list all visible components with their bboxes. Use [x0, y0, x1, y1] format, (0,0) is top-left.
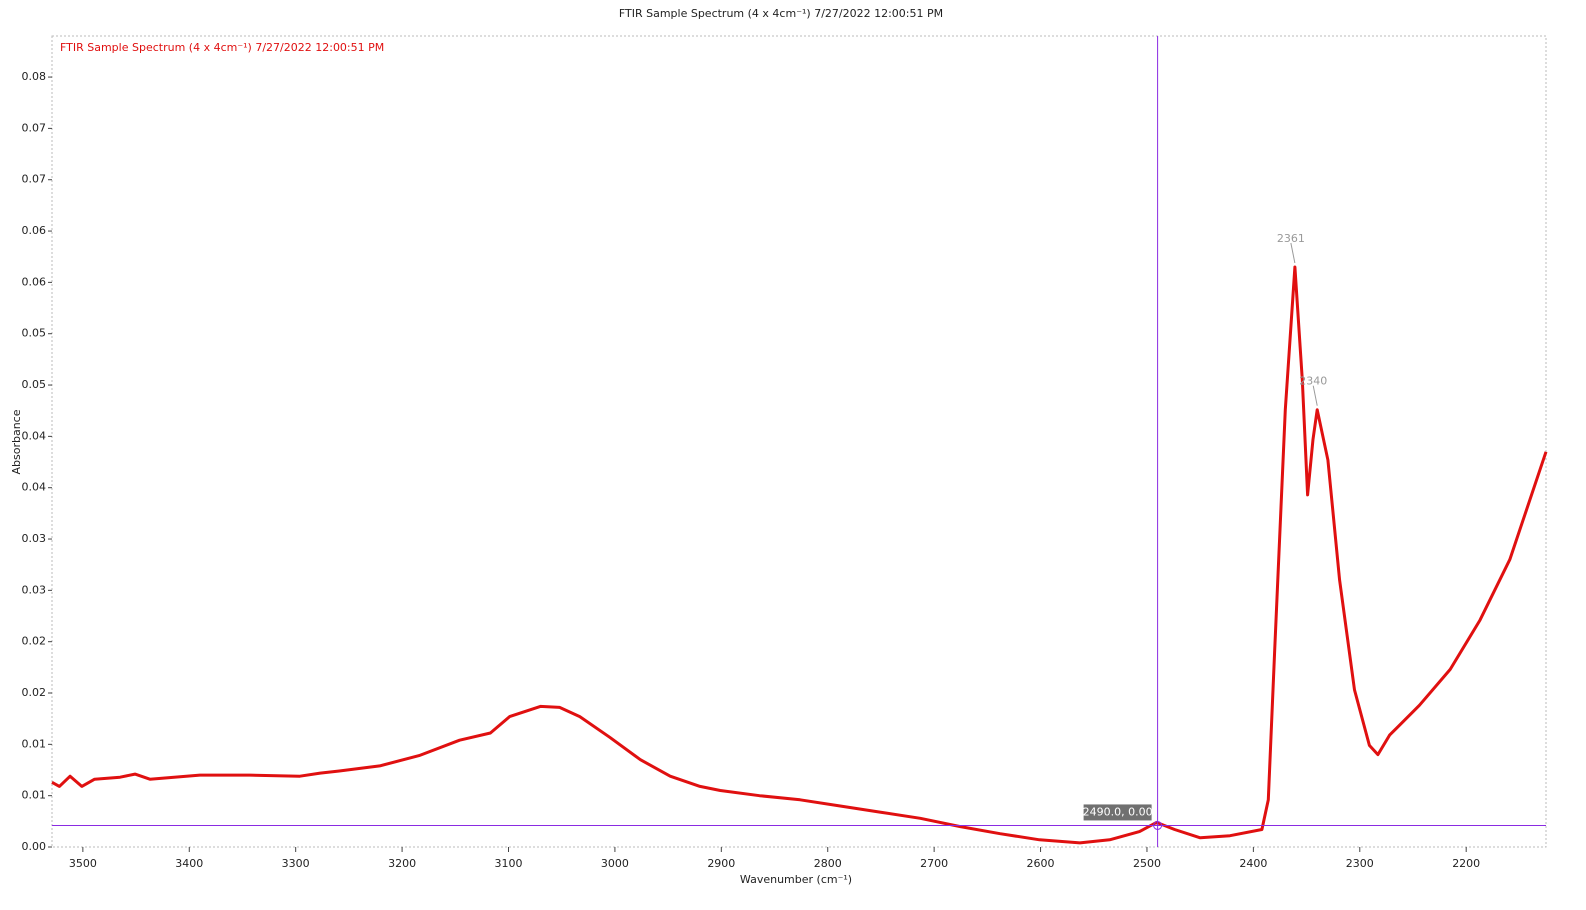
x-tick-label: 2300 [1346, 857, 1374, 870]
x-tick-label: 2200 [1452, 857, 1480, 870]
y-tick-label: 0.01 [22, 789, 47, 802]
y-axis-label: Absorbance [10, 409, 23, 474]
spectrum-line [51, 265, 1548, 845]
y-tick-label: 0.03 [22, 532, 47, 545]
y-tick-label: 0.04 [22, 429, 47, 442]
y-tick-label: 0.02 [22, 635, 47, 648]
cursor-label-box [1083, 804, 1152, 821]
chart-title: FTIR Sample Spectrum (4 x 4cm⁻¹) 7/27/20… [619, 7, 943, 20]
cursor-point [1153, 820, 1163, 830]
x-axis-label: Wavenumber (cm⁻¹) [740, 873, 852, 886]
peak-label: 2340 [1299, 375, 1327, 388]
peak-leader [1290, 242, 1296, 264]
legend-entry: FTIR Sample Spectrum (4 x 4cm⁻¹) 7/27/20… [60, 41, 384, 54]
x-tick-label: 2600 [1027, 857, 1055, 870]
peak-label: 2361 [1277, 232, 1305, 245]
x-tick-label: 3000 [601, 857, 629, 870]
cursor-label: (2490.0, 0.00) [1078, 805, 1157, 818]
x-tick-label: 3500 [69, 857, 97, 870]
x-tick-label: 3200 [388, 857, 416, 870]
y-tick-label: 0.01 [22, 737, 47, 750]
y-tick-label: 0.08 [22, 70, 47, 83]
y-tick-label: 0.06 [22, 275, 47, 288]
y-tick-label: 0.07 [22, 173, 47, 186]
y-tick-label: 0.07 [22, 121, 47, 134]
y-tick-label: 0.04 [22, 481, 47, 494]
y-tick-label: 0.03 [22, 583, 47, 596]
x-tick-label: 3400 [175, 857, 203, 870]
x-tick-label: 2500 [1133, 857, 1161, 870]
x-tick-label: 2900 [707, 857, 735, 870]
x-tick-label: 2700 [920, 857, 948, 870]
y-tick-label: 0.02 [22, 686, 47, 699]
y-tick-label: 0.05 [22, 327, 47, 340]
peak-leader [1312, 385, 1318, 406]
x-tick-label: 2400 [1239, 857, 1267, 870]
plot-frame [51, 35, 1547, 848]
y-tick-label: 0.06 [22, 224, 47, 237]
y-tick-label: 0.05 [22, 378, 47, 391]
y-tick-label: 0.00 [22, 840, 47, 853]
x-tick-label: 3300 [282, 857, 310, 870]
x-tick-label: 3100 [495, 857, 523, 870]
x-tick-label: 2800 [814, 857, 842, 870]
